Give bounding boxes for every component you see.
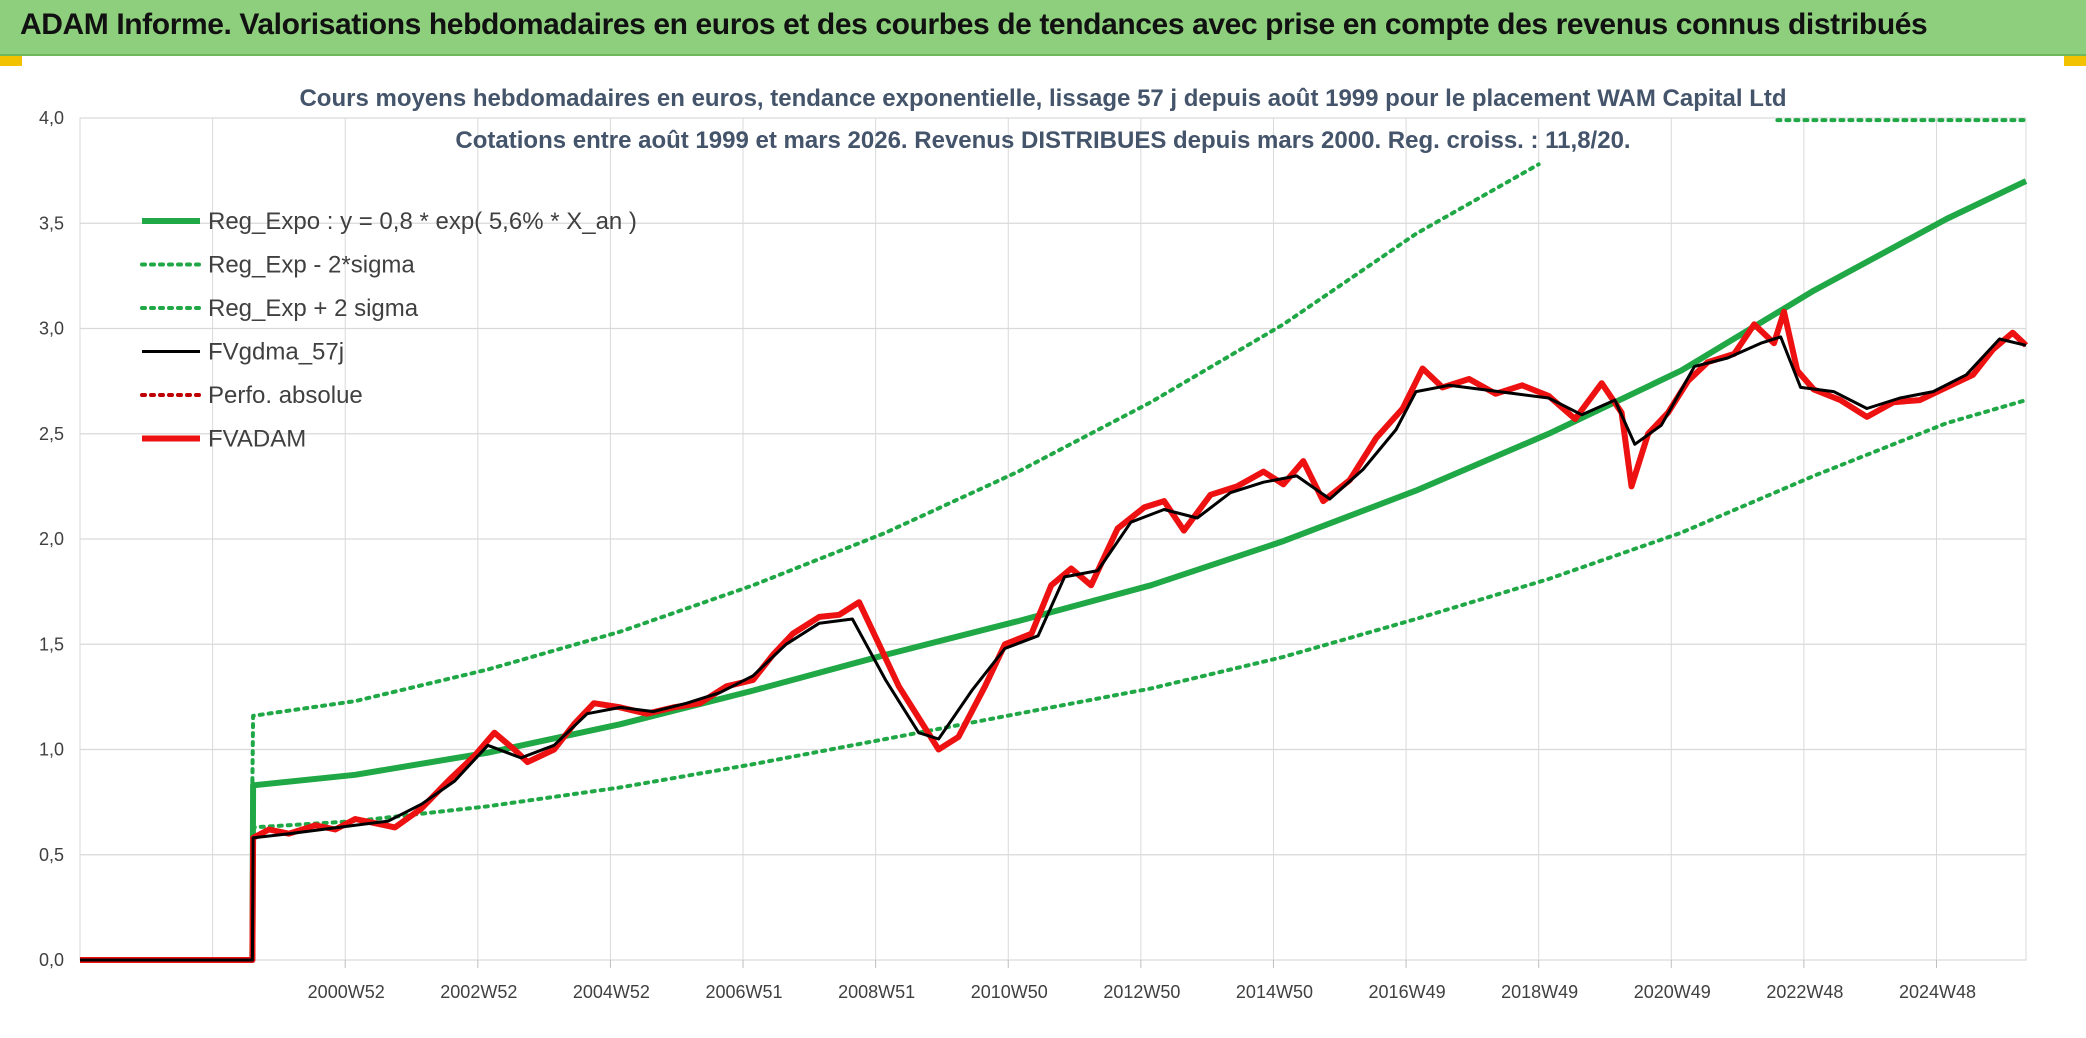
legend-label: Reg_Exp + 2 sigma: [208, 295, 419, 322]
x-tick-label: 2012W50: [1103, 982, 1180, 1002]
x-tick-label: 2008W51: [838, 982, 915, 1002]
header-bar: ADAM Informe. Valorisations hebdomadaire…: [0, 0, 2086, 56]
legend-label: Reg_Expo : y = 0,8 * exp( 5,6% * X_an ): [208, 208, 637, 235]
y-tick-label: 1,5: [39, 634, 64, 654]
x-tick-label: 2006W51: [706, 982, 783, 1002]
legend-label: FVADAM: [208, 426, 306, 453]
page-title: ADAM Informe. Valorisations hebdomadaire…: [20, 8, 1928, 41]
corner-mark-left: [0, 56, 22, 66]
series-line-fvadam: [80, 308, 2029, 963]
y-tick-label: 3,5: [39, 213, 64, 233]
legend-label: Reg_Exp - 2*sigma: [208, 252, 415, 279]
y-tick-label: 0,0: [39, 950, 64, 970]
x-tick-label: 2004W52: [573, 982, 650, 1002]
y-tick-label: 2,5: [39, 424, 64, 444]
axis-layer: 0,0 0,5 1,0 1,5 2,0 2,5 3,0 3,5 4,0 2000W52 2002W5…: [39, 108, 1976, 1002]
corner-mark-right: [2064, 56, 2086, 66]
grid-layer: [79, 117, 2027, 961]
legend-label: Perfo. absolue: [208, 382, 363, 409]
x-tick-label: 2024W48: [1899, 982, 1976, 1002]
x-tick-label: 2000W52: [308, 982, 385, 1002]
x-tick-label: 2002W52: [440, 982, 517, 1002]
y-tick-label: 3,0: [39, 319, 64, 339]
series-layer: [80, 118, 2029, 963]
x-tick-label: 2010W50: [971, 982, 1048, 1002]
legend-label: FVgdma_57j: [208, 339, 344, 366]
series-line-fvgdma_57j: [80, 335, 2027, 962]
x-tick-label: 2014W50: [1236, 982, 1313, 1002]
y-tick-label: 2,0: [39, 529, 64, 549]
series-line-reg_expo: [80, 178, 2028, 963]
legend: Reg_Expo : y = 0,8 * exp( 5,6% * X_an ) R…: [140, 208, 637, 453]
x-tick-label: 2020W49: [1634, 982, 1711, 1002]
x-tick-label: 2018W49: [1501, 982, 1578, 1002]
series-line-reg_exp: [250, 398, 2028, 830]
x-tick-label: 2016W49: [1369, 982, 1446, 1002]
y-tick-label: 1,0: [39, 740, 64, 760]
chart-subtitle: Cotations entre août 1999 et mars 2026. …: [455, 127, 1631, 154]
chart-title: Cours moyens hebdomadaires en euros, ten…: [299, 85, 1787, 112]
x-tick-label: 2022W48: [1766, 982, 1843, 1002]
y-tick-label: 0,5: [39, 845, 64, 865]
y-tick-label: 4,0: [39, 108, 64, 128]
series-line-reg_exp: [250, 162, 1541, 784]
